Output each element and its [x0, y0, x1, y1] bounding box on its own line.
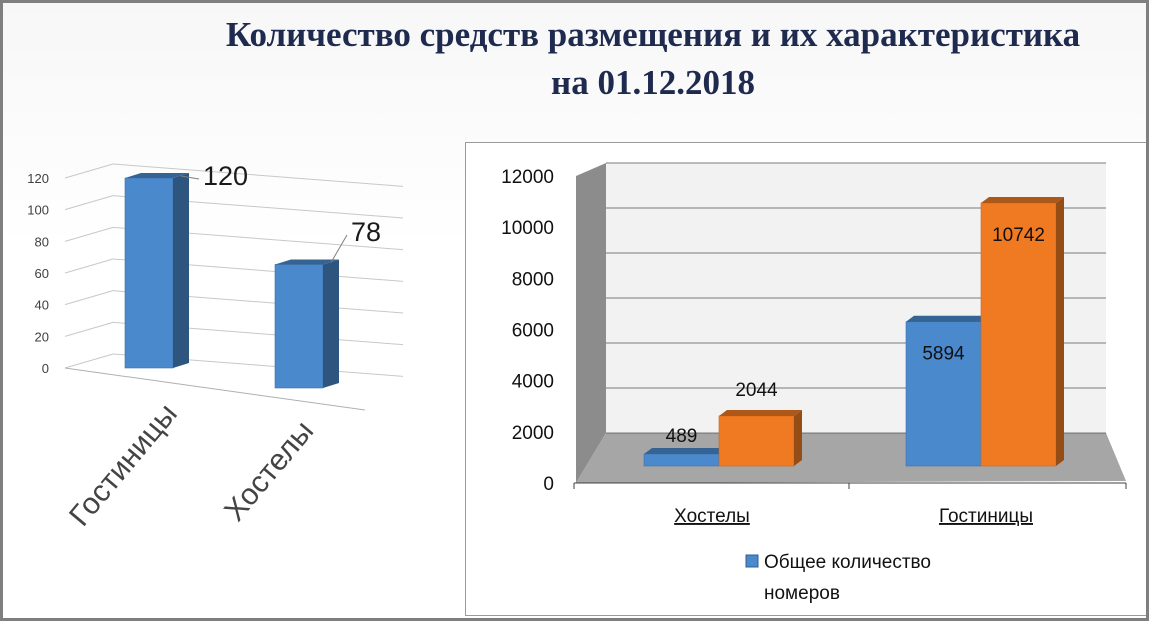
page-title: Количество средств размещения и их харак… [153, 11, 1146, 107]
right-chart-x-axis: Хостелы Гостиницы [674, 506, 1033, 527]
right-chart-data-labels: 489 5894 2044 10742 [666, 225, 1045, 447]
y-tick-label: 60 [35, 266, 49, 281]
bar-s1-c0-top [719, 409, 802, 416]
y-tick-label: 0 [42, 361, 49, 376]
facility-count-chart: 0 20 40 60 80 100 120 120 78 Гостиницы Хостелы [27, 161, 404, 533]
gridline-perspective [64, 163, 114, 179]
y-tick-label: 8000 [512, 269, 554, 290]
right-chart-y-axis: 0 2000 4000 6000 8000 10000 12000 [501, 167, 554, 495]
y-tick-label: 10000 [501, 218, 554, 239]
right-chart-legend: Общее количество номеров [745, 552, 931, 604]
data-label-leader [330, 234, 348, 263]
legend-swatch [745, 554, 759, 568]
rooms-chart-panel: 0 2000 4000 6000 8000 10000 12000 489 5894 2044 1… [465, 142, 1146, 616]
title-line-2: на 01.12.2018 [551, 63, 755, 102]
rooms-chart: 0 2000 4000 6000 8000 10000 12000 489 5894 2044 1… [501, 162, 1127, 604]
y-tick-label: 40 [35, 298, 49, 313]
y-tick-label: 100 [27, 203, 49, 218]
bar-1-side [323, 259, 339, 388]
bar-s1-c1 [980, 202, 1057, 467]
data-label: 5894 [922, 344, 965, 365]
x-category-label: Хостелы [218, 415, 320, 528]
x-category-label: Хостелы [674, 506, 750, 527]
bar-s1-c1-top [981, 197, 1064, 203]
data-label: 2044 [735, 380, 778, 401]
bar-0-side [173, 173, 189, 368]
gridline-perspective [64, 353, 114, 369]
data-label: 489 [666, 426, 698, 447]
y-tick-label: 2000 [512, 423, 554, 444]
bar-0-top [125, 173, 189, 178]
bar-s0-c1-top [906, 315, 989, 322]
gridline-perspective [64, 321, 114, 337]
x-category-label: Гостиницы [63, 398, 184, 533]
y-tick-label: 12000 [501, 167, 554, 188]
y-tick-label: 80 [35, 234, 49, 249]
y-tick-label: 0 [543, 474, 554, 495]
left-chart-x-axis: Гостиницы Хостелы [63, 398, 320, 533]
side-wall [576, 163, 606, 483]
left-chart-gridlines [64, 163, 404, 411]
title-line-1: Количество средств размещения и их харак… [225, 15, 1081, 54]
bar-s1-c0 [718, 415, 795, 467]
bar-s1-c1-side [1056, 197, 1064, 466]
bar-s1-c0-side [794, 409, 802, 466]
bar-1-top [275, 259, 339, 265]
left-chart-y-axis: 0 20 40 60 80 100 120 [27, 171, 49, 376]
legend-label-line2: номеров [764, 583, 840, 604]
y-tick-label: 20 [35, 329, 49, 344]
gridline-perspective [64, 226, 114, 242]
y-tick-label: 6000 [512, 321, 554, 342]
data-label: 120 [203, 161, 248, 191]
left-chart-data-labels: 120 78 [180, 161, 381, 263]
bar-1 [274, 264, 324, 389]
data-label-leader [180, 175, 200, 180]
data-label: 10742 [992, 225, 1045, 246]
gridline [112, 163, 404, 187]
legend-label-line1: Общее количество [764, 552, 931, 573]
y-tick-label: 4000 [512, 372, 554, 393]
gridline-perspective [64, 258, 114, 274]
bar-0 [124, 177, 174, 369]
data-label: 78 [351, 217, 381, 247]
gridline-perspective [64, 195, 114, 211]
gridline-perspective [64, 290, 114, 306]
right-chart-bars [643, 197, 1064, 467]
bar-s0-c0-top [644, 448, 727, 455]
floor-edge [64, 367, 366, 411]
y-tick-label: 120 [27, 171, 49, 186]
x-category-label: Гостиницы [939, 506, 1033, 527]
left-chart-bars [124, 173, 339, 389]
bar-s0-c1 [905, 321, 982, 467]
bar-s0-c0 [643, 453, 720, 467]
